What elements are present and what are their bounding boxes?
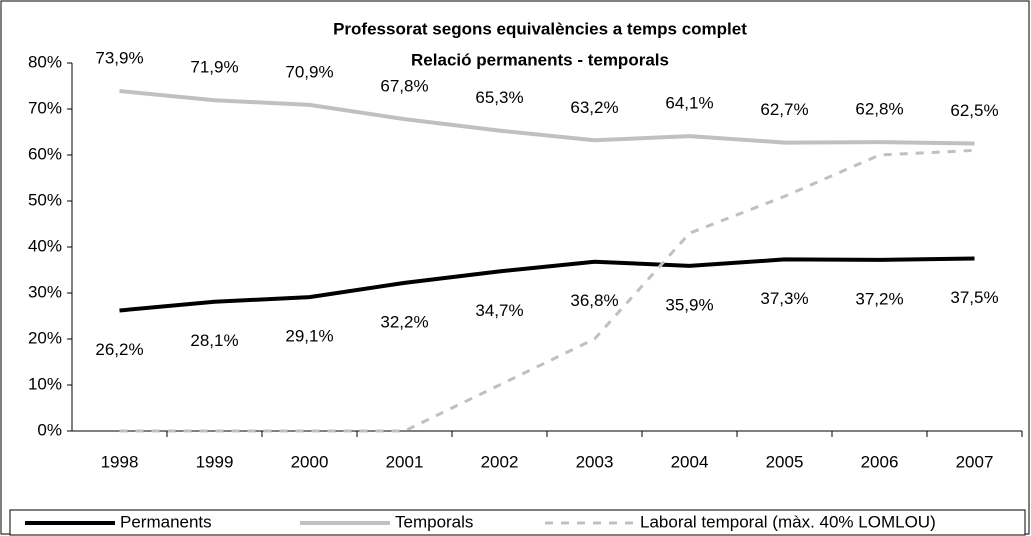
data-label: 73,9% [95, 49, 143, 68]
data-label: 62,5% [950, 101, 998, 120]
data-label: 37,5% [950, 288, 998, 307]
legend-label: Laboral temporal (màx. 40% LOMLOU) [640, 512, 936, 531]
y-tick-label: 20% [28, 328, 62, 347]
series-line [119, 256, 975, 313]
series-line [119, 89, 975, 146]
legend-box [9, 509, 1026, 536]
legend-label: Permanents [120, 512, 212, 531]
y-tick-label: 50% [28, 190, 62, 209]
data-label: 36,8% [570, 291, 618, 310]
data-label: 62,8% [855, 100, 903, 119]
y-tick-label: 80% [28, 52, 62, 71]
x-tick-label: 2006 [861, 452, 899, 471]
y-tick-label: 60% [28, 144, 62, 163]
x-tick-label: 2004 [671, 452, 709, 471]
series-line [119, 148, 975, 433]
data-label: 62,7% [760, 100, 808, 119]
data-label: 32,2% [380, 312, 428, 331]
x-tick-label: 2000 [291, 452, 329, 471]
data-label: 34,7% [475, 301, 523, 320]
data-label: 37,3% [760, 289, 808, 308]
data-label: 29,1% [285, 327, 333, 346]
data-label: 63,2% [570, 98, 618, 117]
data-label: 70,9% [285, 62, 333, 81]
y-tick-label: 40% [28, 236, 62, 255]
x-tick-label: 1999 [196, 452, 234, 471]
x-tick-label: 2007 [956, 452, 994, 471]
x-tick-label: 1998 [101, 452, 139, 471]
data-label: 67,8% [380, 77, 428, 96]
x-tick-label: 2002 [481, 452, 519, 471]
chart-subtitle: Relació permanents - temporals [411, 50, 669, 69]
data-label: 64,1% [665, 94, 713, 113]
x-tick-label: 2003 [576, 452, 614, 471]
y-tick-label: 70% [28, 98, 62, 117]
data-label: 28,1% [190, 331, 238, 350]
data-label: 37,2% [855, 289, 903, 308]
chart-title: Professorat segons equivalències a temps… [333, 19, 747, 38]
y-tick-label: 0% [37, 420, 62, 439]
x-tick-label: 2005 [766, 452, 804, 471]
data-label: 26,2% [95, 340, 143, 359]
y-tick-label: 10% [28, 374, 62, 393]
data-label: 71,9% [190, 58, 238, 77]
data-label: 65,3% [475, 88, 523, 107]
y-tick-label: 30% [28, 282, 62, 301]
data-label: 35,9% [665, 295, 713, 314]
legend-label: Temporals [395, 512, 473, 531]
x-tick-label: 2001 [386, 452, 424, 471]
